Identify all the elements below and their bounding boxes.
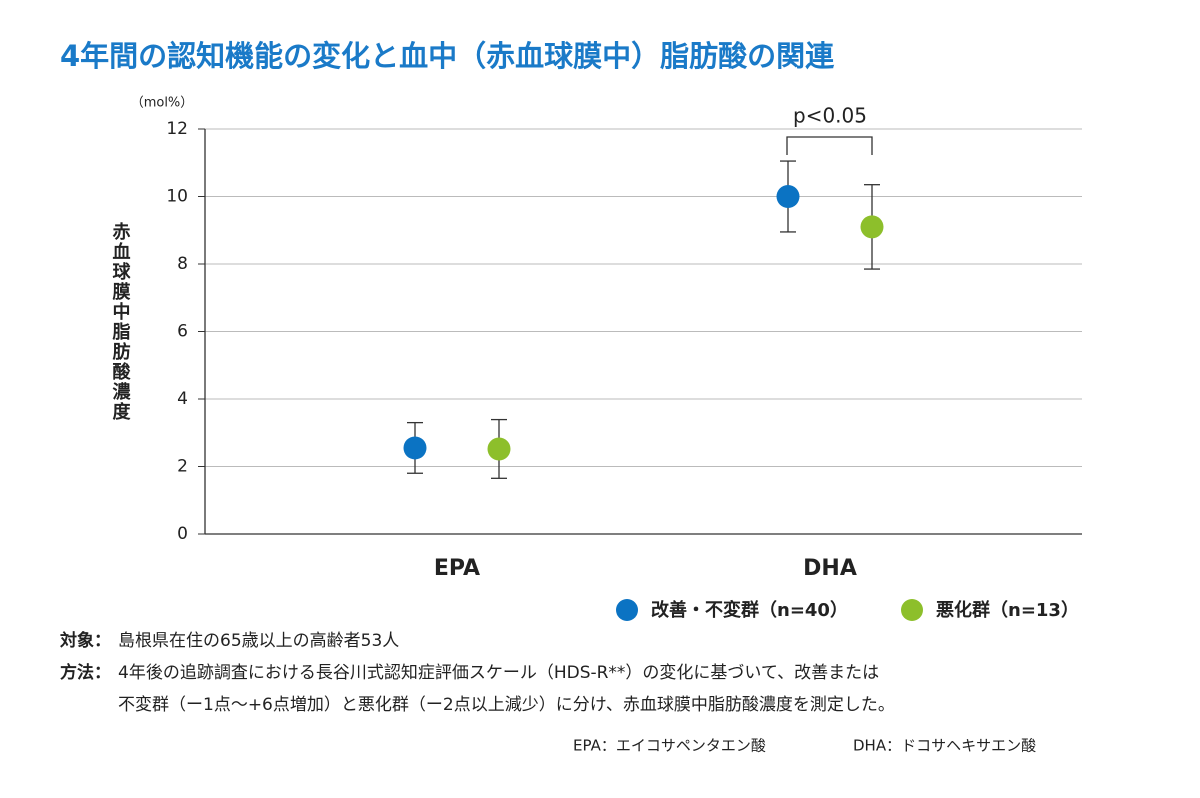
y-tick-label: 10 [166, 187, 188, 207]
x-tick-label: EPA [434, 556, 480, 581]
x-tick-label: DHA [803, 556, 857, 581]
annotation: p<0.05 [793, 104, 867, 128]
y-unit: （mol%） [131, 96, 194, 111]
dot [403, 436, 427, 460]
y-tick-label: 4 [177, 389, 188, 409]
y-tick-label: 6 [177, 322, 188, 342]
y-tick-label: 2 [177, 457, 188, 477]
legend-label: 改善・不変群（n=40） [651, 599, 848, 621]
y-tick-label: 0 [177, 524, 188, 544]
note-text: 不変群（ー1点〜+6点増加）と悪化群（ー2点以上減少）に分け、赤血球膜中脂肪酸濃… [118, 695, 895, 715]
note-text: 4年後の追跡調査における長谷川式認知症評価スケール（HDS-R**）の変化に基づ… [118, 663, 879, 683]
y-axis-label: 赤血球膜中脂肪酸濃度 [110, 222, 132, 422]
y-tick-label: 12 [166, 119, 188, 139]
chart-title: 4年間の認知機能の変化と血中（赤血球膜中）脂肪酸の関連 [60, 39, 835, 73]
note-label: 方法： [60, 662, 111, 683]
legend-marker [616, 599, 638, 621]
note-label: 対象： [59, 630, 111, 651]
y-tick-label: 8 [177, 254, 188, 274]
dot [860, 215, 884, 239]
legend-label: 悪化群（n=13） [936, 599, 1079, 621]
dot [776, 185, 800, 208]
significance-bracket [786, 136, 873, 155]
dot [487, 437, 511, 461]
legend-marker [901, 599, 923, 621]
abbreviation: EPA：エイコサペンタエン酸 [573, 737, 766, 755]
abbreviation: DHA：ドコサヘキサエン酸 [853, 737, 1036, 755]
note-text: 島根県在住の65歳以上の高齢者53人 [118, 631, 399, 651]
